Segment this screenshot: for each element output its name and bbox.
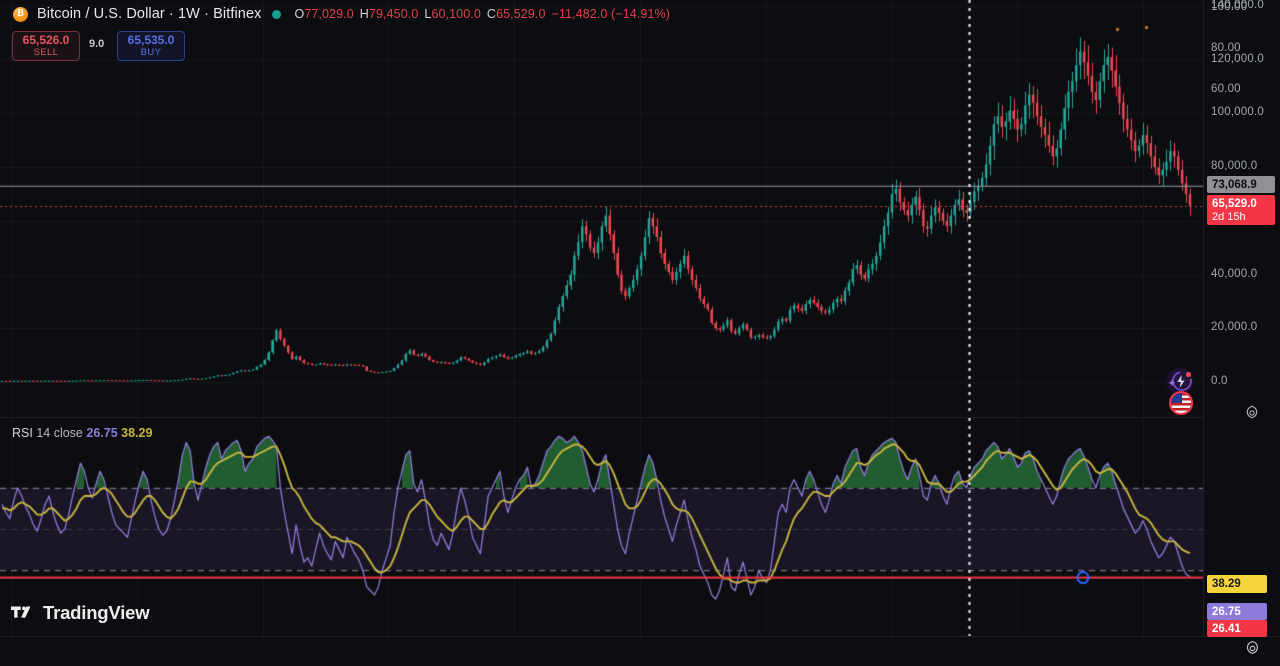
- symbol-title[interactable]: Bitcoin / U.S. Dollar · 1W · Bitfinex: [37, 6, 262, 22]
- rsi-legend[interactable]: RSI 14 close 26.75 38.29: [12, 426, 152, 440]
- price-axis[interactable]: 140,000.0 120,000.0 100,000.0 80,000.0 40,00…: [1204, 0, 1280, 636]
- rsi-axis-tick: 60.00: [1211, 83, 1241, 96]
- rsi-legend-value: 26.75: [86, 426, 118, 440]
- price-axis-tick: 140,000.0: [1211, 0, 1264, 11]
- tradingview-logo: TradingView: [11, 602, 150, 624]
- price-axis-separator: [1203, 0, 1204, 636]
- rsi-value-badge-value: 26.75: [1212, 605, 1241, 618]
- rsi-ma-badge-value: 38.29: [1212, 578, 1241, 590]
- market-status-dot: [272, 9, 282, 19]
- open-key: O: [294, 7, 305, 21]
- spread-value: 9.0: [89, 38, 105, 50]
- rsi-legend-ma-value: 38.29: [121, 426, 153, 440]
- sell-price: 65,526.0: [22, 33, 70, 47]
- low-key: L: [424, 7, 432, 21]
- rsi-pane[interactable]: [0, 418, 1204, 636]
- countdown-value: 2d 15h: [1212, 210, 1246, 223]
- time-axis[interactable]: 16Jul2017Jul2018Jul2019Jul2020Jul2021Jul…: [0, 636, 1280, 666]
- last-price-badge[interactable]: 65,529.0 2d 15h: [1207, 195, 1275, 225]
- buy-label: BUY: [140, 47, 162, 58]
- pane-divider[interactable]: [0, 417, 1204, 418]
- tradingview-logo-text: TradingView: [43, 602, 150, 623]
- price-axis-tick: 120,000.0: [1211, 52, 1264, 65]
- buy-price: 65,535.0: [127, 33, 175, 47]
- tradingview-logo-icon: [11, 606, 31, 618]
- price-axis-tick: 80,000.0: [1211, 160, 1258, 173]
- bitcoin-icon: B: [13, 6, 28, 22]
- ohlc-values: O77,029.0 H79,450.0 L60,100.0 C65,529.0 −11,…: [294, 7, 669, 21]
- buy-button[interactable]: 65,535.0 BUY: [117, 31, 185, 61]
- rsi-ma-badge[interactable]: 38.29: [1207, 575, 1267, 593]
- high-value: 79,450.0: [368, 7, 419, 21]
- price-axis-tick: 0.0: [1211, 375, 1228, 387]
- time-axis-separator: [0, 636, 1280, 637]
- flag-canton: [1171, 393, 1182, 403]
- price-pane[interactable]: [0, 0, 1204, 416]
- last-price-value: 65,529.0: [1212, 197, 1257, 210]
- rsi-last-badge[interactable]: 26.41: [1207, 620, 1267, 637]
- rsi-legend-name: RSI: [12, 426, 33, 440]
- close-value: 65,529.0: [496, 7, 546, 21]
- price-axis-tick: 40,000.0: [1211, 267, 1258, 280]
- rsi-value-badge[interactable]: 26.75: [1207, 603, 1267, 620]
- chart-header: B Bitcoin / U.S. Dollar · 1W · Bitfinex …: [0, 0, 670, 28]
- rsi-settings-gear-icon[interactable]: [1244, 405, 1260, 421]
- close-key: C: [486, 7, 497, 21]
- price-line-badge[interactable]: 73,068.9: [1207, 176, 1275, 193]
- chart-settings-gear-icon[interactable]: [1244, 640, 1261, 657]
- price-axis-tick: 100,000.0: [1211, 106, 1264, 119]
- us-flag-icon[interactable]: [1169, 391, 1193, 415]
- open-value: 77,029.0: [304, 7, 354, 21]
- ai-spark-icon[interactable]: [1166, 368, 1193, 395]
- rsi-legend-params: 14 close: [36, 426, 83, 440]
- high-key: H: [359, 7, 369, 21]
- sell-label: SELL: [33, 47, 59, 58]
- price-axis-tick: 20,000.0: [1211, 321, 1258, 334]
- change-value: −11,482.0 (−14.91%): [551, 7, 670, 21]
- rsi-last-badge-value: 26.41: [1212, 622, 1241, 635]
- sell-button[interactable]: 65,526.0 SELL: [12, 31, 80, 61]
- price-line-badge-value: 73,068.9: [1212, 178, 1257, 191]
- low-value: 60,100.0: [431, 7, 481, 21]
